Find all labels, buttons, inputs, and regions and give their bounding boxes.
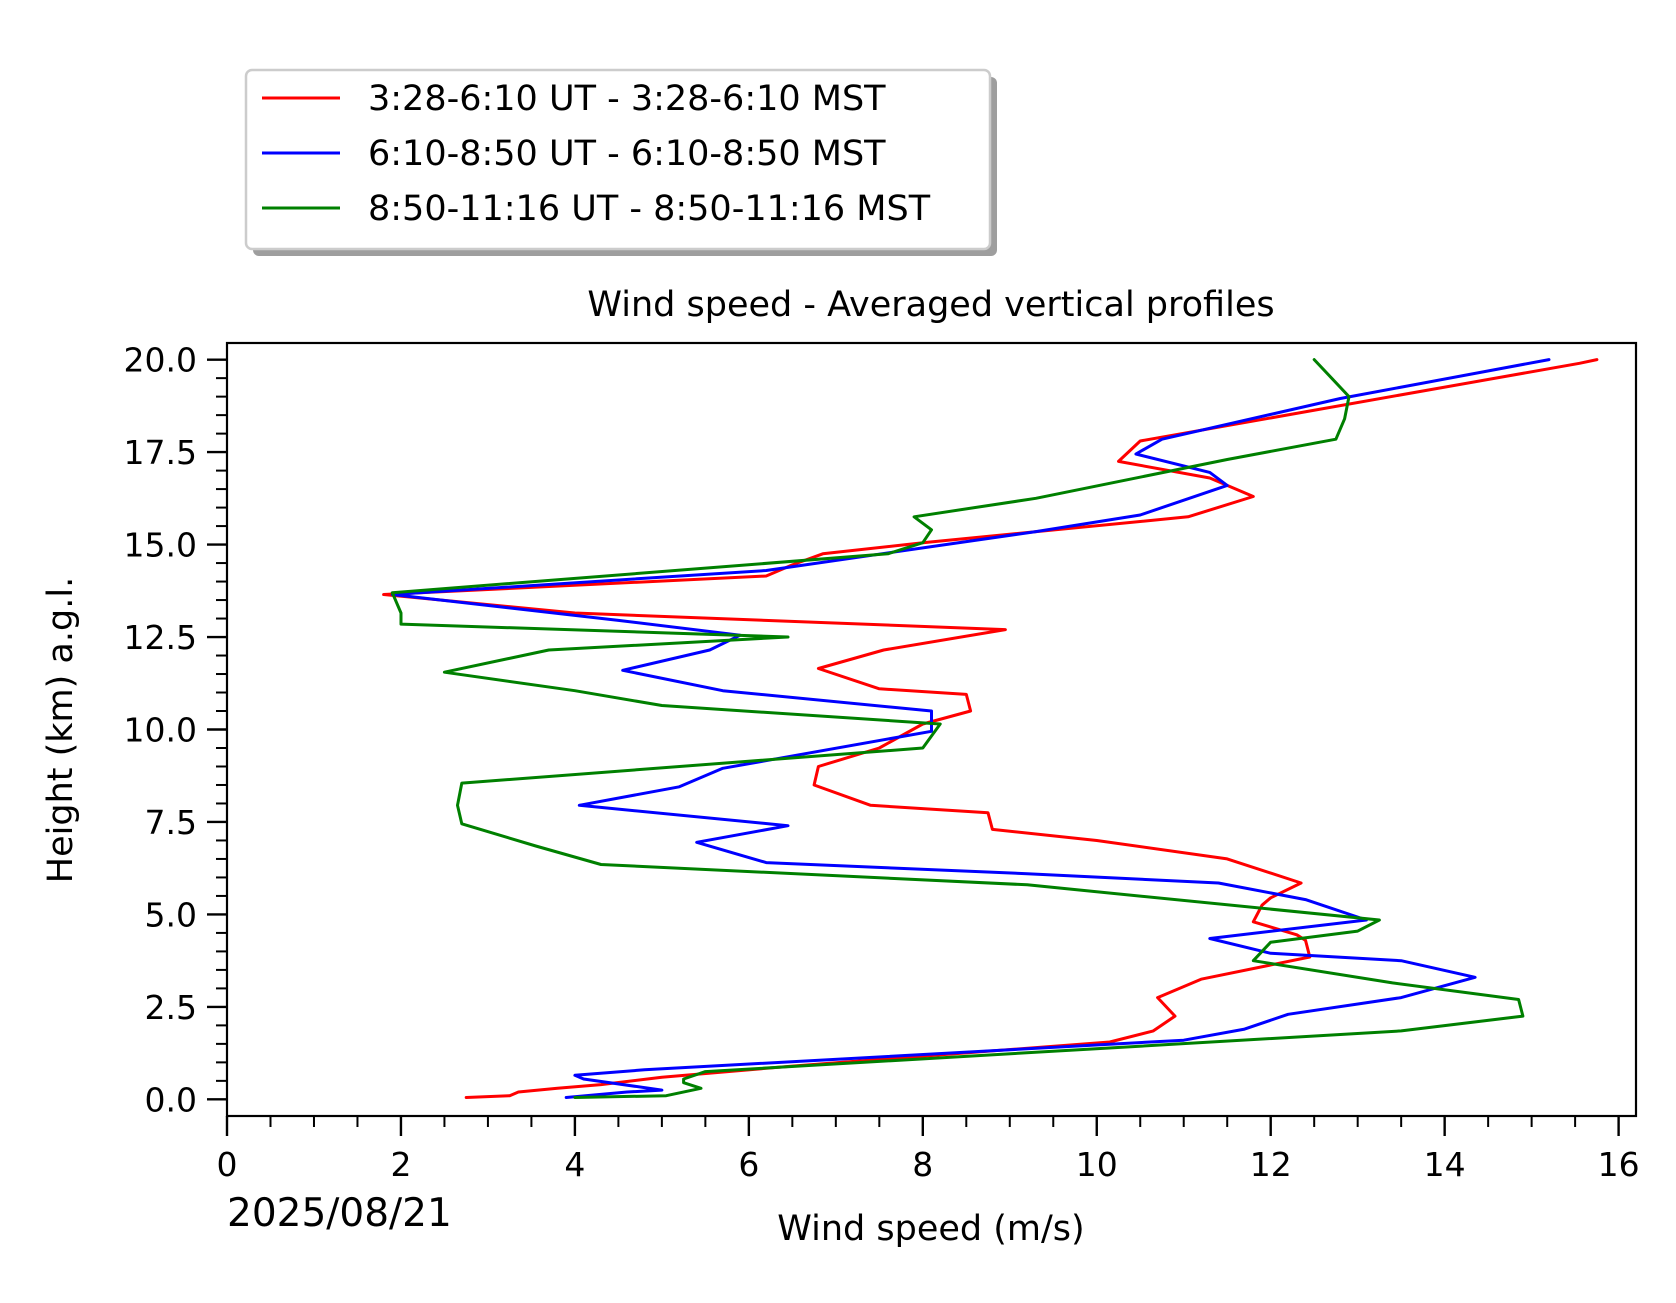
series-line-1 bbox=[382, 358, 1599, 1099]
legend: 3:28-6:10 UT - 3:28-6:10 MST 6:10-8:50 UT… bbox=[244, 68, 997, 256]
x-tick-label: 0 bbox=[217, 1145, 238, 1184]
x-axis-label: Wind speed (m/s) bbox=[777, 1209, 1084, 1249]
y-axis: 0.0 2.5 5.0 7.5 10.0 12.5 15.0 17.5 20.0 bbox=[124, 341, 227, 1119]
x-tick-label: 2 bbox=[390, 1145, 411, 1184]
chart-title: Wind speed - Averaged vertical profiles bbox=[587, 285, 1274, 325]
legend-label-1: 3:28-6:10 UT - 3:28-6:10 MST bbox=[368, 79, 886, 119]
legend-entries: 3:28-6:10 UT - 3:28-6:10 MST 6:10-8:50 UT… bbox=[262, 79, 931, 229]
legend-box bbox=[244, 68, 992, 251]
series-line-2 bbox=[390, 358, 1551, 1099]
x-tick-label: 10 bbox=[1076, 1145, 1118, 1184]
plot-area bbox=[225, 341, 1638, 1118]
y-tick-label: 5.0 bbox=[145, 895, 197, 934]
y-axis-label: Height (km) a.g.l. bbox=[41, 577, 81, 883]
x-tick-label: 6 bbox=[738, 1145, 759, 1184]
y-tick-label: 20.0 bbox=[124, 341, 197, 380]
y-tick-label: 2.5 bbox=[145, 988, 197, 1027]
x-tick-label: 12 bbox=[1250, 1145, 1292, 1184]
legend-label-3: 8:50-11:16 UT - 8:50-11:16 MST bbox=[368, 189, 931, 229]
date-label: 2025/08/21 bbox=[227, 1191, 452, 1236]
y-tick-label: 17.5 bbox=[124, 433, 197, 472]
y-tick-label: 10.0 bbox=[124, 711, 197, 750]
series-line-3 bbox=[390, 358, 1525, 1099]
y-tick-label: 0.0 bbox=[145, 1080, 197, 1119]
x-axis: 0 2 4 6 8 10 12 14 16 bbox=[217, 1116, 1640, 1184]
y-tick-label: 12.5 bbox=[124, 618, 197, 657]
series-layer bbox=[382, 358, 1599, 1099]
x-tick-label: 8 bbox=[912, 1145, 933, 1184]
y-tick-label: 15.0 bbox=[124, 526, 197, 565]
legend-label-2: 6:10-8:50 UT - 6:10-8:50 MST bbox=[368, 134, 886, 174]
y-tick-label: 7.5 bbox=[145, 803, 197, 842]
x-tick-label: 14 bbox=[1424, 1145, 1466, 1184]
x-tick-label: 4 bbox=[564, 1145, 585, 1184]
x-tick-label: 16 bbox=[1598, 1145, 1640, 1184]
